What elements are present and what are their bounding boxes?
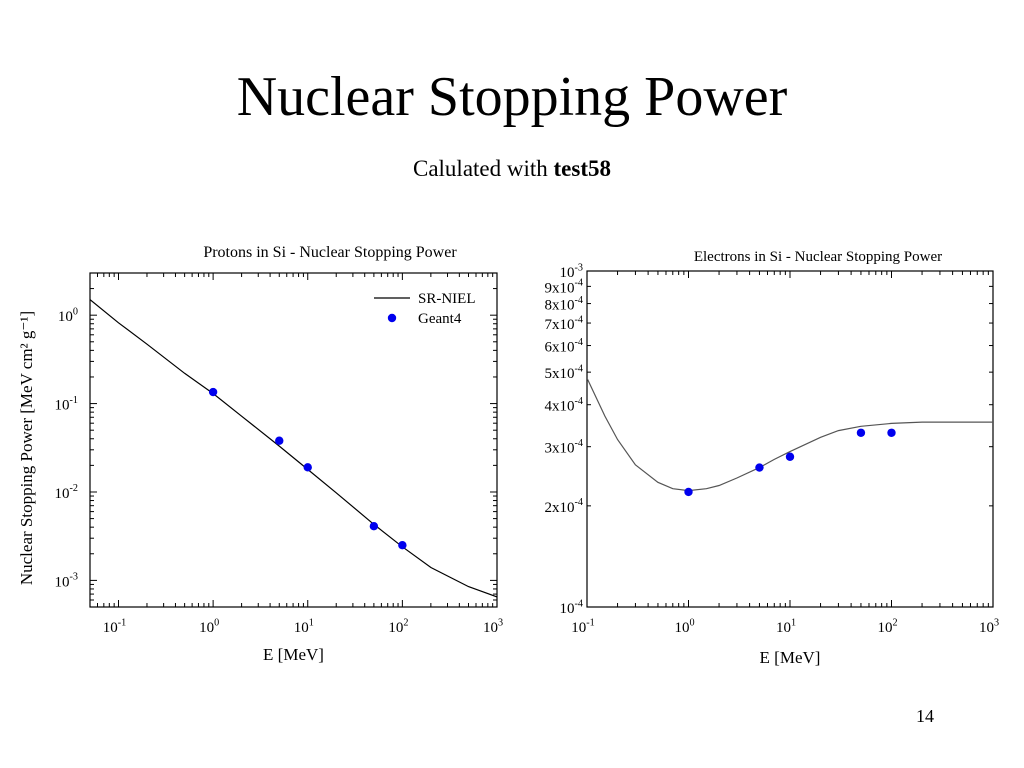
legend-label: Geant4 bbox=[418, 311, 462, 327]
y-tick-label: 10-4 bbox=[560, 598, 584, 617]
slide-title: Nuclear Stopping Power bbox=[236, 66, 788, 128]
series-line bbox=[90, 299, 497, 598]
plot-frame bbox=[586, 270, 994, 608]
data-point bbox=[303, 463, 312, 472]
subtitle-prefix: Calulated with bbox=[412, 156, 554, 181]
x-tick-label: 101 bbox=[776, 617, 796, 636]
y-axis-label: Nuclear Stopping Power [MeV cm² g⁻¹] bbox=[17, 311, 36, 585]
data-point bbox=[785, 452, 795, 461]
y-tick-label: 4x10-4 bbox=[545, 396, 584, 415]
x-tick-label: 102 bbox=[877, 617, 897, 636]
slide-subtitle: Calulated with test58 bbox=[0, 154, 1024, 184]
y-tick-label: 10-3 bbox=[560, 262, 584, 281]
x-tick-label: 103 bbox=[483, 617, 503, 636]
subtitle-tool-name: test58 bbox=[553, 156, 611, 181]
electrons-plot: Electrons in Si - Nuclear Stopping Power… bbox=[545, 249, 1000, 667]
legend-dot-swatch bbox=[387, 313, 397, 323]
data-point bbox=[398, 541, 407, 550]
y-tick-label: 6x10-4 bbox=[545, 337, 584, 356]
x-tick-label: 100 bbox=[199, 617, 219, 636]
data-point bbox=[275, 436, 284, 445]
page-number: 14 bbox=[916, 706, 934, 726]
chart-title: Protons in Si - Nuclear Stopping Power bbox=[203, 244, 457, 261]
y-tick-label: 9x10-4 bbox=[545, 278, 584, 297]
data-point bbox=[369, 522, 379, 531]
y-tick-label: 5x10-4 bbox=[545, 363, 584, 382]
x-tick-label: 100 bbox=[674, 617, 694, 636]
data-point bbox=[856, 428, 866, 437]
x-tick-label: 103 bbox=[979, 617, 999, 636]
x-tick-label: 101 bbox=[294, 617, 314, 636]
data-point bbox=[887, 428, 896, 437]
x-axis-label: E [MeV] bbox=[263, 645, 324, 664]
data-point bbox=[208, 387, 218, 397]
x-tick-label: 10-1 bbox=[103, 617, 127, 636]
y-tick-label: 10-2 bbox=[55, 483, 79, 502]
x-axis-label: E [MeV] bbox=[760, 648, 821, 667]
series-line bbox=[587, 377, 993, 492]
data-point bbox=[755, 463, 764, 472]
y-tick-label: 10-1 bbox=[55, 395, 79, 414]
chart-title: Electrons in Si - Nuclear Stopping Power bbox=[694, 249, 942, 265]
legend-label: SR-NIEL bbox=[418, 291, 476, 307]
data-point bbox=[684, 487, 693, 497]
x-tick-label: 102 bbox=[388, 617, 408, 636]
chart-legend: SR-NIEL Geant4 bbox=[374, 291, 476, 327]
protons-plot: Protons in Si - Nuclear Stopping Power 10… bbox=[17, 244, 503, 664]
y-tick-label: 2x10-4 bbox=[545, 497, 584, 516]
x-tick-label: 10-1 bbox=[571, 617, 595, 636]
y-tick-label: 3x10-4 bbox=[545, 438, 584, 457]
y-tick-label: 100 bbox=[58, 306, 78, 325]
y-tick-label: 8x10-4 bbox=[545, 295, 584, 314]
y-tick-label: 10-3 bbox=[55, 572, 79, 591]
y-tick-label: 7x10-4 bbox=[545, 314, 584, 333]
